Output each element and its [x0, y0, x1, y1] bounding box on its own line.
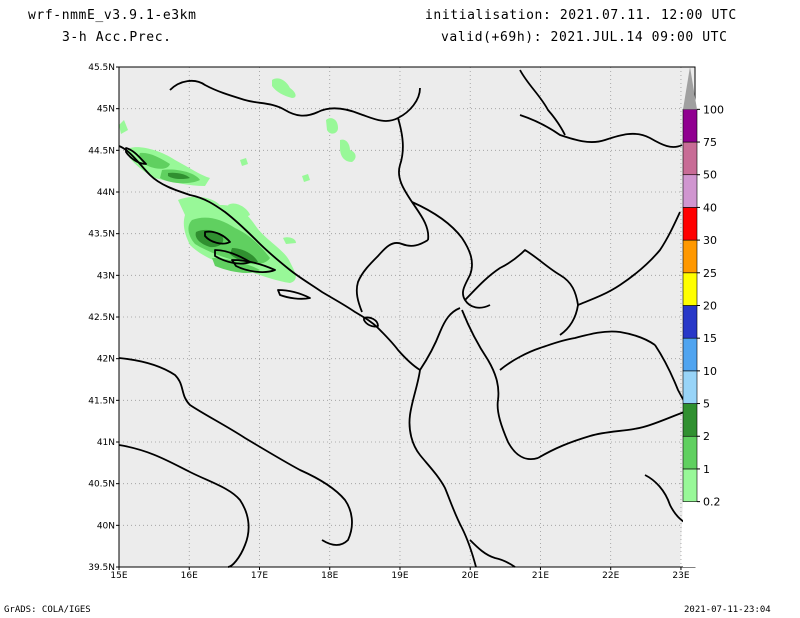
precip-light	[302, 174, 310, 182]
island	[125, 147, 147, 165]
lat-label: 44.5N	[88, 146, 115, 156]
lon-label: 18E	[321, 571, 338, 581]
colorbar-level-label: 100	[703, 103, 724, 116]
precip-moderate	[139, 152, 170, 169]
romania-border	[519, 114, 683, 148]
lat-label: 42N	[97, 355, 115, 365]
colorbar-box	[682, 305, 698, 339]
colorbar-box	[682, 337, 698, 372]
montenegro-border	[355, 239, 429, 313]
lat-label: 44N	[97, 188, 115, 198]
precip-light	[240, 158, 248, 166]
lon-label: 22E	[602, 571, 619, 581]
model-title: wrf-nmmE_v3.9.1-e3km	[28, 8, 197, 23]
colorbar-box	[682, 468, 698, 502]
lat-label: 42.5N	[88, 313, 115, 323]
lat-label: 40.5N	[88, 480, 115, 490]
colorbar-box	[682, 141, 698, 176]
field-title: 3-h Acc.Prec.	[62, 30, 172, 45]
adriatic-east-coast	[118, 145, 421, 371]
macedonia-border	[499, 330, 656, 371]
colorbar-base	[683, 501, 697, 567]
colorbar-level-label: 1	[703, 463, 710, 476]
kosovo-border	[464, 249, 579, 336]
lon-label: 17E	[251, 571, 268, 581]
colorbar-level-label: 15	[703, 332, 717, 345]
colorbar-level-label: 30	[703, 234, 717, 247]
colorbar-level-label: 2	[703, 430, 710, 443]
colorbar-box	[682, 370, 698, 404]
init-time: initialisation: 2021.07.11. 12:00 UTC	[425, 8, 737, 23]
precip-light	[119, 120, 128, 134]
colorbar-level-label: 40	[703, 201, 717, 214]
colorbar-level-label: 10	[703, 365, 717, 378]
albania-east-border	[461, 309, 539, 460]
lat-label: 39.5N	[88, 563, 115, 573]
axis-labels: 45.5N 45N 44.5N 44N 43.5N 43N 42.5N 42N 41.5N 41N…	[88, 63, 690, 581]
colorbar-level-label: 75	[703, 136, 717, 149]
greece-border	[537, 409, 691, 459]
lon-label: 15E	[110, 571, 127, 581]
lon-label: 21E	[532, 571, 549, 581]
gridlines	[119, 67, 695, 567]
colorbar-arrow	[683, 66, 697, 110]
precip-heavy	[230, 248, 258, 263]
danube-border	[519, 69, 566, 136]
lat-label: 43N	[97, 271, 115, 281]
island	[231, 259, 276, 273]
island	[204, 230, 231, 245]
coastlines-and-borders	[118, 69, 696, 568]
lat-label: 45N	[97, 105, 115, 115]
lon-label: 23E	[672, 571, 689, 581]
precip-light	[340, 139, 356, 162]
lon-label: 20E	[462, 571, 479, 581]
italy-heel-coast	[118, 357, 353, 546]
bosnia-east-border	[397, 117, 430, 241]
colorbar-box	[682, 109, 698, 143]
colorbar-box	[682, 403, 698, 437]
lat-label: 40N	[97, 521, 115, 531]
precip-heavy	[168, 172, 190, 180]
precip-light	[272, 78, 296, 98]
albania-north-border	[419, 307, 461, 371]
precip-light	[228, 203, 250, 218]
lat-label: 43.5N	[88, 230, 115, 240]
island	[363, 316, 379, 328]
render-timestamp: 2021-07-11-23:04	[684, 605, 771, 615]
lat-label: 41.5N	[88, 396, 115, 406]
serbia-border	[411, 201, 491, 309]
precip-light	[326, 118, 338, 134]
colorbar-level-label: 25	[703, 267, 717, 280]
colorbar-level-label: 50	[703, 169, 717, 182]
colorbar-box	[682, 207, 698, 241]
bosnia-border	[169, 79, 421, 122]
colorbar-level-label: 0.2	[703, 496, 721, 509]
colorbar-level-label: 5	[703, 398, 710, 411]
colorbar-box	[682, 435, 698, 470]
italy-toe-coast	[118, 444, 250, 568]
ionian-coast	[469, 539, 516, 568]
colorbar-level-label: 20	[703, 299, 717, 312]
island	[277, 289, 311, 300]
grads-credit: GrADS: COLA/IGES	[4, 605, 91, 615]
bulgaria-border	[577, 211, 681, 306]
lat-label: 41N	[97, 438, 115, 448]
lon-label: 16E	[181, 571, 198, 581]
valid-time: valid(+69h): 2021.JUL.14 09:00 UTC	[441, 30, 728, 45]
colorbar-box	[682, 174, 698, 208]
precip-light	[283, 237, 296, 244]
colorbar-box	[682, 239, 698, 274]
colorbar-box	[682, 272, 698, 306]
lat-label: 45.5N	[88, 63, 115, 73]
lon-label: 19E	[391, 571, 408, 581]
albania-coast	[408, 369, 477, 568]
